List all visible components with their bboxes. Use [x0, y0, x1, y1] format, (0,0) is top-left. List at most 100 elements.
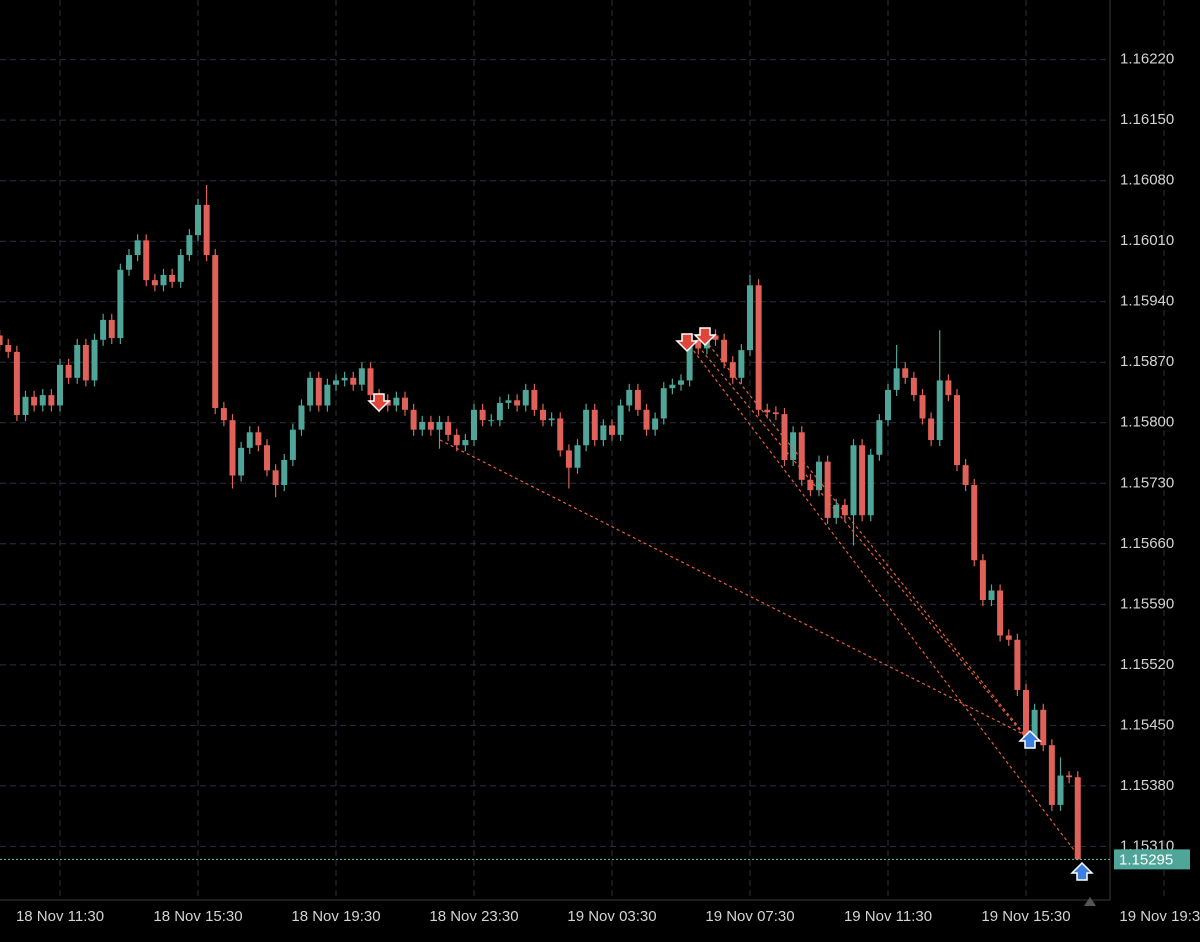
candle-body	[936, 380, 943, 441]
candle-body	[565, 450, 572, 468]
candle-body	[522, 389, 529, 406]
x-tick-label: 19 Nov 11:30	[844, 908, 932, 925]
candle-body	[979, 560, 986, 600]
buy-arrow	[1018, 729, 1042, 749]
candles	[0, 185, 1081, 861]
grid	[0, 0, 1165, 900]
candle-body	[238, 447, 245, 476]
x-tick-label: 18 Nov 11:30	[16, 908, 104, 925]
candle-body	[660, 388, 667, 419]
candle-body	[514, 400, 521, 406]
candle-body	[74, 344, 81, 378]
candle-body	[764, 409, 771, 413]
candle-body	[255, 432, 262, 446]
candle-body	[264, 445, 270, 471]
y-tick-label: 1.15590	[1120, 595, 1174, 612]
candle-body	[160, 274, 167, 286]
candle-body	[13, 351, 20, 415]
trade-lines	[439, 339, 1081, 859]
candle-body	[626, 389, 633, 406]
candle-body	[643, 409, 650, 430]
trade-line	[689, 345, 1081, 859]
x-tick-label: 19 Nov 03:30	[567, 908, 656, 925]
candle-body	[540, 409, 546, 421]
candle-body	[410, 409, 417, 430]
candle-body	[634, 389, 641, 410]
candle-body	[971, 485, 978, 561]
sell-arrow	[693, 327, 717, 347]
candle-body	[82, 344, 89, 381]
candle-body	[988, 590, 995, 600]
candle-body	[1023, 689, 1029, 741]
candle-body	[790, 432, 797, 460]
candle-body	[772, 412, 779, 415]
candle-body	[738, 350, 745, 378]
trade-line	[439, 439, 1026, 736]
candle-body	[298, 405, 305, 430]
y-tick-label: 1.15940	[1120, 293, 1174, 310]
candle-body	[350, 377, 357, 385]
candle-body	[289, 429, 296, 460]
candle-body	[695, 339, 702, 349]
candle-body	[712, 335, 719, 340]
candle-body	[453, 434, 460, 446]
last-price-box	[1114, 849, 1190, 870]
candle-body	[0, 335, 3, 345]
candle-body	[195, 204, 201, 236]
candle-body	[678, 380, 684, 385]
candle-body	[341, 377, 348, 381]
trade-line	[704, 339, 1026, 736]
candle-body	[816, 461, 822, 491]
candle-body	[747, 285, 753, 351]
x-tick-label: 18 Nov 23:30	[429, 908, 518, 925]
candle-body	[445, 421, 452, 435]
candle-body	[997, 590, 1004, 636]
candle-body	[186, 235, 193, 256]
candle-body	[841, 504, 848, 516]
y-tick-label: 1.15660	[1120, 535, 1174, 552]
candle-body	[1057, 775, 1064, 805]
candle-body	[807, 479, 814, 491]
candle-body	[151, 280, 158, 286]
candle-body	[48, 395, 55, 406]
candle-body	[31, 396, 38, 406]
sell-arrow	[675, 333, 699, 353]
candle-body	[22, 396, 29, 415]
x-tick-label: 18 Nov 15:30	[153, 908, 242, 925]
candle-body	[272, 470, 279, 486]
candle-body	[876, 420, 883, 455]
candle-body	[893, 368, 900, 390]
candle-body	[315, 377, 322, 406]
candle-body	[781, 414, 788, 460]
candle-body	[548, 418, 555, 421]
candle-body	[333, 380, 339, 385]
candle-body	[324, 384, 331, 406]
candle-body	[1031, 709, 1038, 741]
candle-body	[945, 380, 952, 396]
candle-body	[557, 418, 564, 451]
candle-body	[393, 397, 400, 406]
x-tick-label: 19 Nov 07:30	[705, 908, 794, 925]
candle-body	[600, 425, 607, 441]
candle-body	[686, 339, 693, 381]
candle-body	[617, 405, 624, 435]
candle-body	[402, 397, 408, 410]
candle-body	[281, 459, 288, 486]
sell-arrows	[367, 327, 717, 413]
candle-body	[833, 504, 840, 518]
y-tick-label: 1.15380	[1120, 777, 1174, 794]
sell-arrow	[367, 393, 391, 413]
candle-body	[488, 420, 495, 422]
candle-body	[203, 204, 210, 256]
candle-body	[867, 454, 874, 516]
candle-body	[609, 425, 615, 435]
candle-body	[436, 421, 443, 430]
y-tick-label: 1.15450	[1120, 716, 1174, 733]
candle-body	[755, 285, 762, 410]
candle-body	[669, 384, 676, 389]
x-tick-label: 18 Nov 19:30	[291, 908, 380, 925]
y-tick-label: 1.15800	[1120, 414, 1174, 431]
candle-body	[5, 344, 12, 352]
candle-body	[928, 418, 935, 441]
